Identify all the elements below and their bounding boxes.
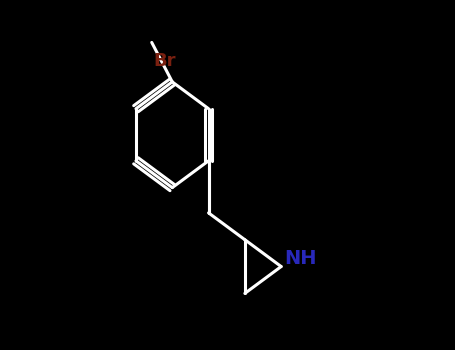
Text: NH: NH	[284, 249, 317, 268]
Text: Br: Br	[153, 52, 176, 70]
